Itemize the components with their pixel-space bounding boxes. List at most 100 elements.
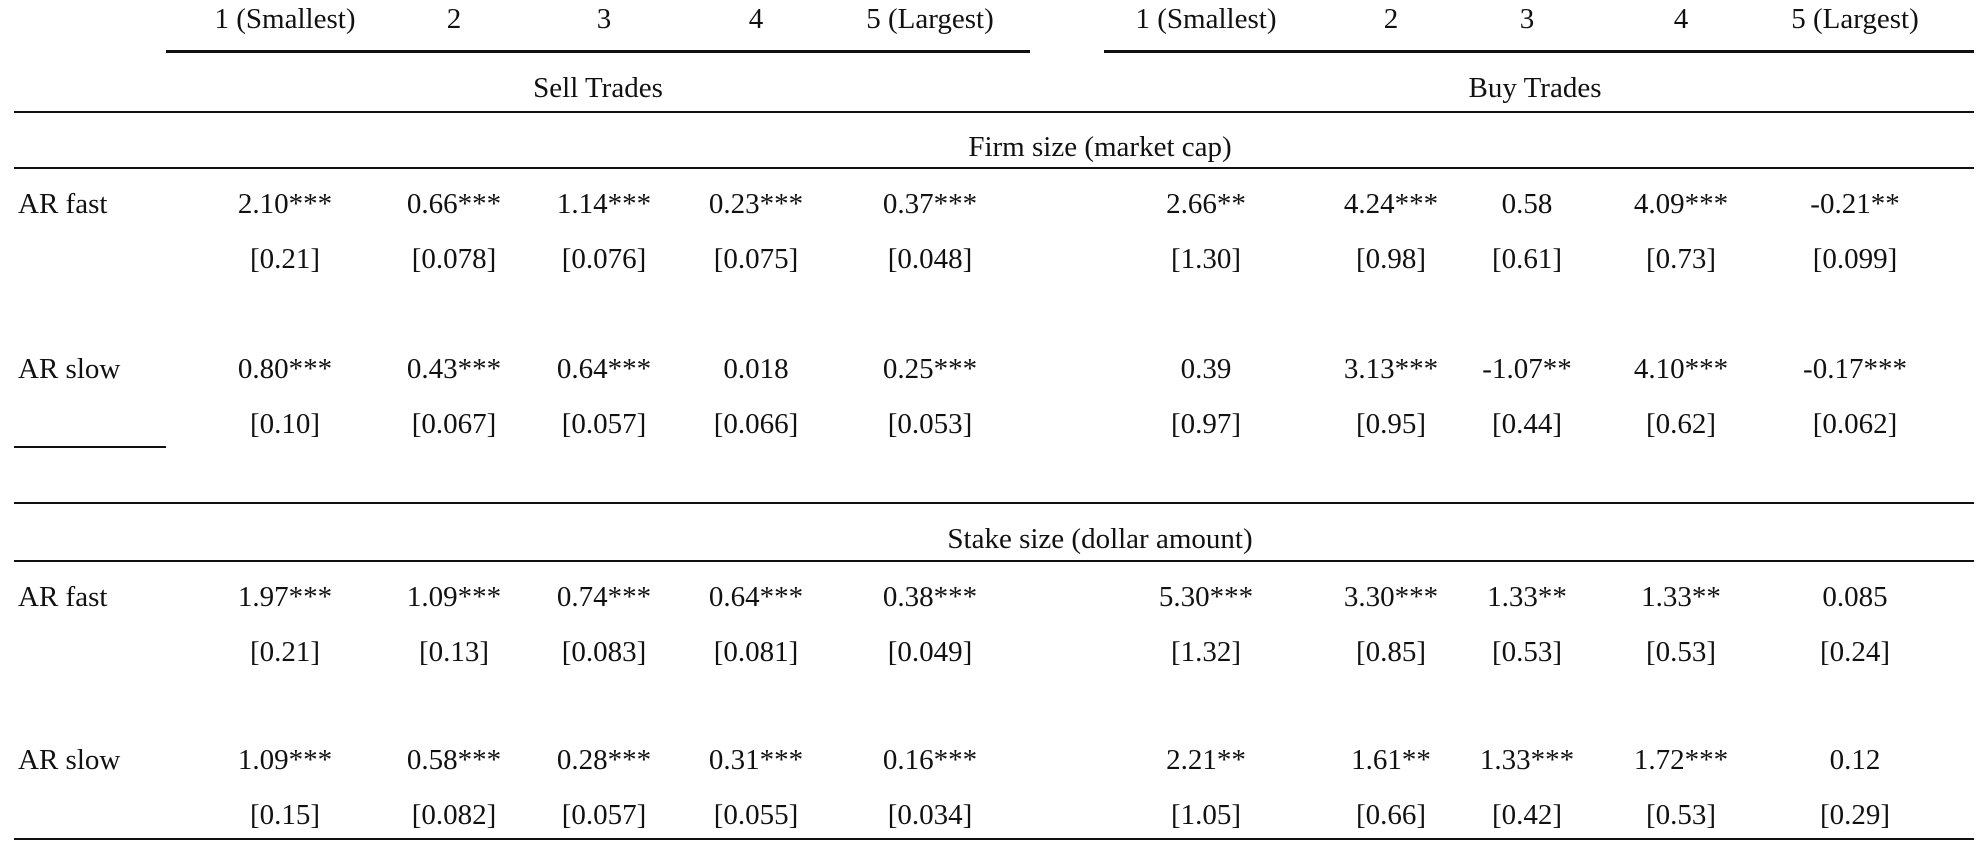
coef-cell: 2.21** xyxy=(1166,744,1246,776)
coef-cell: 2.66** xyxy=(1166,188,1246,220)
coef-cell: 1.33** xyxy=(1487,581,1567,613)
se-cell: [0.29] xyxy=(1819,799,1891,831)
column-header: 2 xyxy=(446,3,462,35)
rule-above-panel-title xyxy=(14,502,1974,504)
column-header: 5 (Largest) xyxy=(1791,3,1919,35)
coef-cell: 0.38*** xyxy=(882,581,978,613)
se-cell: [0.73] xyxy=(1645,243,1717,275)
se-cell: [0.067] xyxy=(411,408,497,440)
se-cell: [0.081] xyxy=(713,636,799,668)
column-header: 1 (Smallest) xyxy=(214,3,356,35)
coef-cell: 0.64*** xyxy=(556,353,652,385)
se-cell: [0.099] xyxy=(1812,243,1898,275)
coef-cell: 1.09*** xyxy=(406,581,502,613)
se-cell: [0.066] xyxy=(713,408,799,440)
coef-cell: 0.23*** xyxy=(708,188,804,220)
se-cell: [0.53] xyxy=(1645,799,1717,831)
coef-cell: 0.80*** xyxy=(237,353,333,385)
coef-cell: 3.13*** xyxy=(1343,353,1439,385)
se-cell: [0.95] xyxy=(1355,408,1427,440)
short-stub-rule xyxy=(14,446,166,448)
se-cell: [1.30] xyxy=(1170,243,1242,275)
coef-cell: 1.33** xyxy=(1641,581,1721,613)
se-cell: [0.075] xyxy=(713,243,799,275)
coef-cell: 0.28*** xyxy=(556,744,652,776)
row-label: AR slow xyxy=(18,744,121,776)
se-cell: [0.055] xyxy=(713,799,799,831)
se-cell: [0.034] xyxy=(887,799,973,831)
column-header: 3 xyxy=(1519,3,1535,35)
se-cell: [0.053] xyxy=(887,408,973,440)
coef-cell: 0.66*** xyxy=(406,188,502,220)
se-cell: [0.42] xyxy=(1491,799,1563,831)
column-header: 5 (Largest) xyxy=(866,3,994,35)
se-cell: [0.15] xyxy=(249,799,321,831)
coef-cell: 3.30*** xyxy=(1343,581,1439,613)
coef-cell: 0.12 xyxy=(1829,744,1881,776)
se-cell: [0.057] xyxy=(561,799,647,831)
coef-cell: 2.10*** xyxy=(237,188,333,220)
se-cell: [0.10] xyxy=(249,408,321,440)
se-cell: [0.66] xyxy=(1355,799,1427,831)
row-label: AR slow xyxy=(18,353,121,385)
se-cell: [0.98] xyxy=(1355,243,1427,275)
se-cell: [0.082] xyxy=(411,799,497,831)
se-cell: [0.21] xyxy=(249,636,321,668)
coef-cell: 1.09*** xyxy=(237,744,333,776)
group-header-sell-trades: Sell Trades xyxy=(533,72,663,104)
panel-title: Firm size (market cap) xyxy=(968,131,1232,163)
coef-cell: 0.74*** xyxy=(556,581,652,613)
coef-cell: -0.17*** xyxy=(1803,353,1907,385)
header-underline-buy xyxy=(1104,50,1974,53)
se-cell: [0.062] xyxy=(1812,408,1898,440)
coef-cell: 0.58*** xyxy=(406,744,502,776)
column-header: 4 xyxy=(1673,3,1689,35)
se-cell: [0.85] xyxy=(1355,636,1427,668)
se-cell: [0.048] xyxy=(887,243,973,275)
coef-cell: 0.018 xyxy=(723,353,789,385)
column-header: 3 xyxy=(596,3,612,35)
se-cell: [0.62] xyxy=(1645,408,1717,440)
coef-cell: 0.16*** xyxy=(882,744,978,776)
bottom-rule xyxy=(14,838,1974,840)
coef-cell: 4.10*** xyxy=(1633,353,1729,385)
se-cell: [0.057] xyxy=(561,408,647,440)
se-cell: [0.21] xyxy=(249,243,321,275)
se-cell: [0.53] xyxy=(1491,636,1563,668)
coef-cell: 1.33*** xyxy=(1479,744,1575,776)
coef-cell: 1.14*** xyxy=(556,188,652,220)
coef-cell: 0.39 xyxy=(1180,353,1232,385)
se-cell: [0.97] xyxy=(1170,408,1242,440)
se-cell: [0.083] xyxy=(561,636,647,668)
row-label: AR fast xyxy=(18,581,108,613)
coef-cell: -1.07** xyxy=(1482,353,1572,385)
coef-cell: 4.24*** xyxy=(1343,188,1439,220)
group-header-buy-trades: Buy Trades xyxy=(1468,72,1602,104)
coef-cell: 4.09*** xyxy=(1633,188,1729,220)
coef-cell: 0.43*** xyxy=(406,353,502,385)
se-cell: [0.53] xyxy=(1645,636,1717,668)
se-cell: [0.61] xyxy=(1491,243,1563,275)
se-cell: [1.32] xyxy=(1170,636,1242,668)
header-underline-sell xyxy=(166,50,1030,53)
rule-below-panel-title xyxy=(14,167,1974,169)
coef-cell: -0.21** xyxy=(1810,188,1900,220)
se-cell: [1.05] xyxy=(1170,799,1242,831)
se-cell: [0.049] xyxy=(887,636,973,668)
column-header: 1 (Smallest) xyxy=(1135,3,1277,35)
coef-cell: 0.085 xyxy=(1822,581,1888,613)
rule-below-panel-title xyxy=(14,560,1974,562)
se-cell: [0.44] xyxy=(1491,408,1563,440)
row-label: AR fast xyxy=(18,188,108,220)
coef-cell: 1.97*** xyxy=(237,581,333,613)
coef-cell: 1.61** xyxy=(1351,744,1431,776)
column-header: 2 xyxy=(1383,3,1399,35)
rule-below-groups xyxy=(14,111,1974,113)
se-cell: [0.13] xyxy=(418,636,490,668)
coef-cell: 0.37*** xyxy=(882,188,978,220)
coef-cell: 0.58 xyxy=(1501,188,1553,220)
panel-title: Stake size (dollar amount) xyxy=(947,523,1253,555)
se-cell: [0.24] xyxy=(1819,636,1891,668)
coef-cell: 0.64*** xyxy=(708,581,804,613)
se-cell: [0.076] xyxy=(561,243,647,275)
